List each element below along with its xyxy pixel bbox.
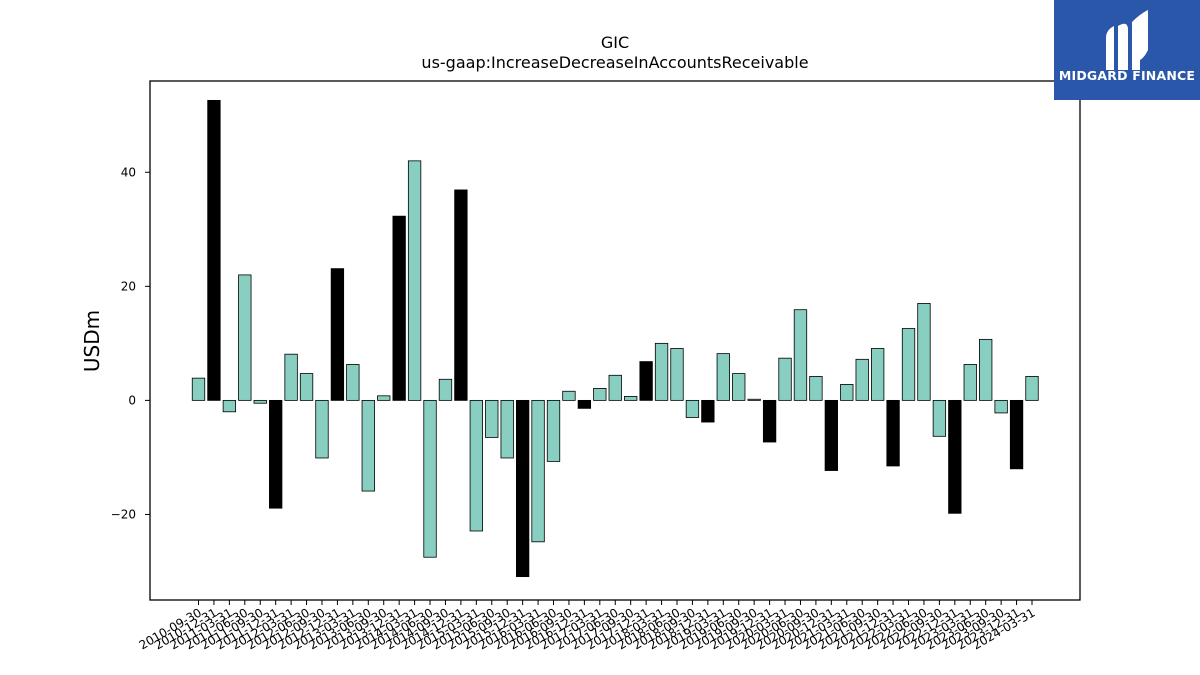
bar-2016-03-31 <box>531 399 545 543</box>
bar-2021-12-31 <box>886 399 900 467</box>
y-axis-label: USDm <box>80 310 104 372</box>
y-tick-label: 20 <box>121 279 136 293</box>
bar-2010-09-30 <box>191 377 206 401</box>
bar-2023-12-31 <box>1009 399 1024 470</box>
bar-2012-06-30 <box>299 373 314 401</box>
bar-2016-09-30 <box>562 390 576 401</box>
bar-2022-09-30 <box>932 399 947 437</box>
y-axis: −20 0 20 40 <box>111 165 150 521</box>
bar-2019-03-31 <box>716 353 730 401</box>
bar-2015-12-31 <box>515 399 530 578</box>
y-tick-label: −20 <box>111 507 136 521</box>
bar-2011-06-30 <box>238 274 252 401</box>
bar-2014-09-30 <box>438 378 453 401</box>
bar-2016-06-30 <box>546 399 561 462</box>
bar-2015-03-31 <box>469 399 483 532</box>
plot-frame <box>149 80 1081 601</box>
bar-2019-09-30 <box>747 398 761 401</box>
bar-2011-09-30 <box>253 399 267 404</box>
bar-2024-03-31 <box>1025 376 1039 401</box>
chart-title: GIC <box>601 33 629 52</box>
bar-2018-03-31 <box>654 342 669 401</box>
bar-2017-06-30 <box>608 374 622 401</box>
bar-2014-12-31 <box>454 189 468 401</box>
bar-2023-09-30 <box>994 399 1008 414</box>
bar-2019-12-31 <box>762 399 777 443</box>
midgard-finance-logo: MIDGARD FINANCE <box>1054 0 1200 100</box>
bar-2021-09-30 <box>871 348 885 401</box>
bar-2014-03-31 <box>407 160 422 401</box>
logo-text: MIDGARD FINANCE <box>1058 68 1196 83</box>
midgard-logo-icon <box>1054 0 1200 100</box>
bar-2010-12-31 <box>207 99 221 401</box>
bar-2018-06-30 <box>670 348 684 401</box>
bar-2013-12-31 <box>392 215 406 401</box>
bar-2020-12-31 <box>824 399 838 471</box>
bar-2021-03-31 <box>840 384 854 401</box>
bar-2017-12-31 <box>639 361 653 401</box>
bar-2019-06-30 <box>732 373 746 401</box>
bar-2012-12-31 <box>330 268 345 401</box>
bar-2015-06-30 <box>485 399 499 438</box>
bar-2020-03-31 <box>778 357 792 401</box>
chart-subtitle: us-gaap:IncreaseDecreaseInAccountsReceiv… <box>421 53 808 72</box>
bar-2020-09-30 <box>809 376 823 401</box>
bar-2017-03-31 <box>593 388 607 401</box>
bar-2013-03-31 <box>346 364 360 401</box>
bar-2018-09-30 <box>685 399 700 418</box>
bar-2013-06-30 <box>361 399 375 492</box>
bar-2020-06-30 <box>793 309 808 401</box>
y-tick-label: 0 <box>128 393 136 407</box>
bar-2022-03-31 <box>901 328 916 401</box>
bars-group <box>191 99 1039 578</box>
bar-2016-12-31 <box>577 399 592 409</box>
bar-2017-09-30 <box>624 395 638 401</box>
bar-2023-06-30 <box>979 338 993 401</box>
bar-2022-06-30 <box>917 303 931 401</box>
y-tick-label: 40 <box>121 165 136 179</box>
bar-2012-09-30 <box>315 399 329 459</box>
bar-2018-12-31 <box>701 399 715 423</box>
bar-2021-06-30 <box>855 358 869 401</box>
bar-2014-06-30 <box>423 399 437 558</box>
bar-2015-09-30 <box>500 399 514 459</box>
bar-2022-12-31 <box>948 399 962 514</box>
bar-2011-03-31 <box>222 399 237 413</box>
x-axis: 2010-09-302010-12-312011-03-312011-06-30… <box>137 600 1038 652</box>
bar-2011-12-31 <box>269 399 283 509</box>
bar-2012-03-31 <box>284 353 298 401</box>
bar-2023-03-31 <box>963 364 977 401</box>
bar-2013-09-30 <box>377 395 391 401</box>
